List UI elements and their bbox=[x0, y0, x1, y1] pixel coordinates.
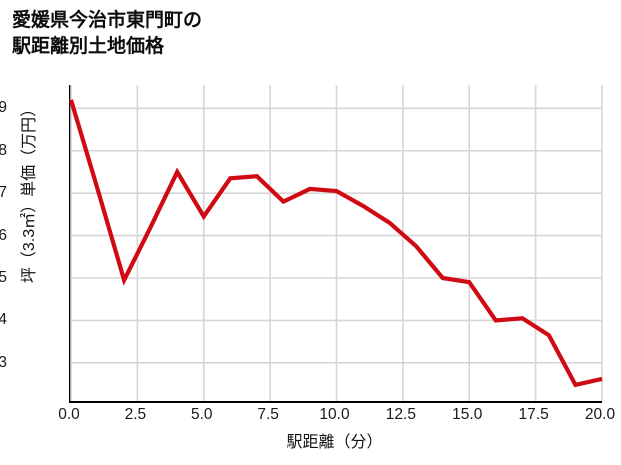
y-axis-title: 坪（3.3㎡）単価（万円） bbox=[21, 100, 38, 284]
x-axis-tick-labels: 0.0 2.5 5.0 7.5 10.0 12.5 15.0 17.5 20.0 bbox=[58, 406, 615, 430]
x-axis-tick-label: 2.5 bbox=[124, 406, 147, 423]
x-axis-tick-label: 10.0 bbox=[319, 406, 350, 423]
y-axis-tick-label: 17.3 bbox=[0, 353, 7, 371]
x-axis-title: 駅距離（分） bbox=[286, 434, 383, 451]
plot-area bbox=[68, 85, 603, 403]
x-axis-tick-label: 17.5 bbox=[518, 406, 549, 423]
series-line-坪単価 bbox=[68, 99, 603, 388]
x-axis-tick-label: 0.0 bbox=[58, 406, 80, 423]
grid-lines bbox=[70, 85, 603, 401]
y-axis-tick-label: 17.4 bbox=[0, 311, 7, 329]
page-title: 愛媛県今治市東門町の 駅距離別土地価格 bbox=[12, 10, 203, 57]
y-axis-tick-label: 17.8 bbox=[0, 141, 7, 159]
x-axis-tick-label: 7.5 bbox=[257, 406, 279, 423]
x-axis-tick-label: 12.5 bbox=[385, 406, 416, 423]
x-axis-tick-label: 15.0 bbox=[452, 406, 483, 423]
y-axis-tick-label: 17.5 bbox=[0, 268, 7, 286]
x-axis-tick-label: 5.0 bbox=[190, 406, 213, 423]
y-axis-tick-label: 17.6 bbox=[0, 226, 7, 244]
x-axis-tick-label: 20.0 bbox=[584, 406, 616, 423]
y-axis-tick-label: 17.9 bbox=[0, 99, 7, 117]
y-axis-tick-label: 17.7 bbox=[0, 184, 7, 202]
data-series-line bbox=[68, 99, 603, 388]
